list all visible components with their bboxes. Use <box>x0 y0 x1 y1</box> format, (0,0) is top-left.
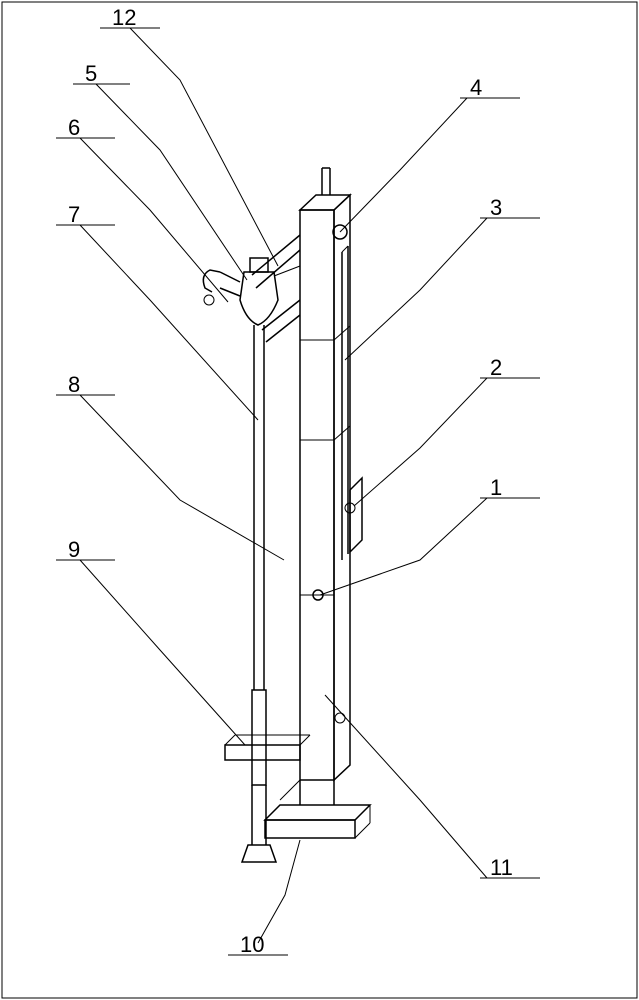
long-rod <box>242 325 276 862</box>
label-5: 5 <box>85 61 97 86</box>
label-2: 2 <box>490 355 502 380</box>
label-3: 3 <box>490 195 502 220</box>
label-8: 8 <box>68 372 80 397</box>
label-12: 12 <box>112 5 136 30</box>
label-9: 9 <box>68 537 80 562</box>
base-foot <box>265 780 370 838</box>
cross-brace <box>225 735 310 760</box>
label-1: 1 <box>490 475 502 500</box>
hammer-head <box>203 258 300 325</box>
label-7: 7 <box>68 202 80 227</box>
engineering-diagram: 12 5 6 7 8 9 4 3 2 1 <box>0 0 639 1000</box>
callouts: 12 5 6 7 8 9 4 3 2 1 <box>56 5 540 957</box>
label-6: 6 <box>68 115 80 140</box>
label-4: 4 <box>470 75 482 100</box>
label-10: 10 <box>240 932 264 957</box>
parallel-rod <box>342 246 348 560</box>
label-11: 11 <box>490 855 513 880</box>
frame-border <box>2 2 637 998</box>
